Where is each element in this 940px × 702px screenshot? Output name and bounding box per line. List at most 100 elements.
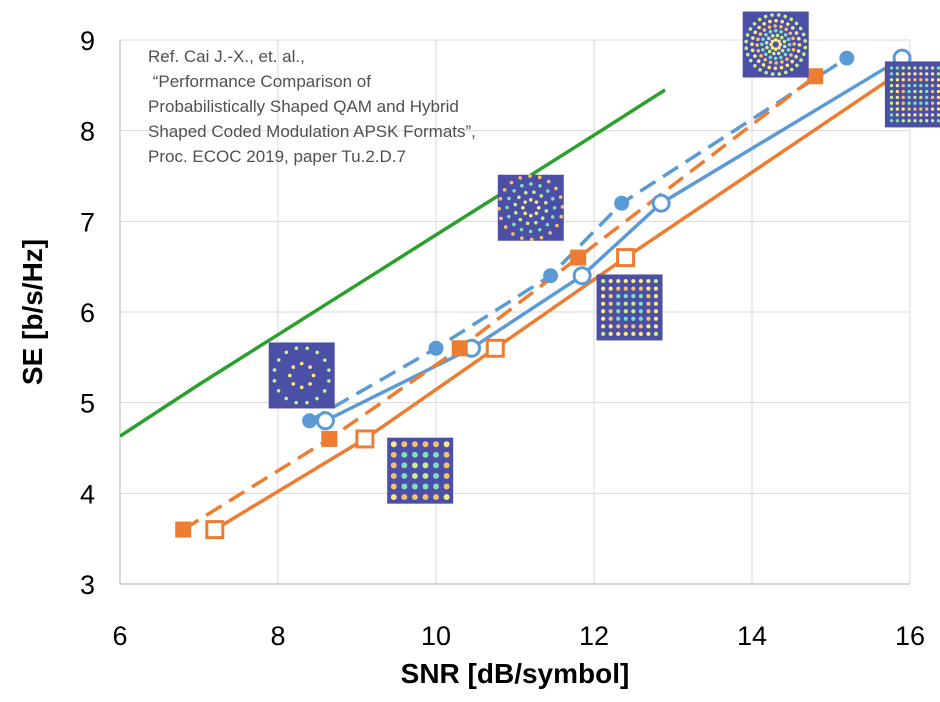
constellation-point (529, 198, 533, 202)
constellation-point (786, 22, 790, 26)
constellation-point (507, 196, 511, 201)
constellation-point (653, 294, 659, 299)
constellation-point (930, 72, 935, 76)
y-tick-label: 4 (80, 479, 95, 509)
constellation-point (770, 72, 775, 76)
constellation-point (757, 17, 762, 22)
constellation-point (913, 95, 917, 99)
constellation-point (794, 54, 798, 59)
constellation-point (907, 101, 911, 105)
constellation-point (498, 197, 503, 201)
constellation-point (276, 388, 281, 393)
constellation-point (315, 396, 319, 401)
constellation-point (422, 451, 429, 458)
data-point-s3-4 (807, 68, 824, 85)
constellation-point (616, 316, 621, 321)
data-point-s4-0 (205, 520, 225, 540)
constellation-point (538, 184, 542, 188)
constellation-point (272, 368, 277, 372)
constellation-point (646, 278, 651, 284)
constellation-point (631, 294, 636, 299)
constellation-point (433, 483, 439, 490)
constellation-point (779, 65, 784, 70)
constellation-point (919, 72, 923, 76)
constellation-point (761, 37, 765, 41)
constellation-point (763, 14, 768, 19)
constellation-point (305, 400, 309, 405)
constellation-point (272, 378, 277, 383)
constellation-point (638, 324, 643, 329)
constellation-point (497, 206, 501, 211)
constellation-point (631, 286, 636, 291)
constellation-point (936, 101, 940, 105)
constellation-point (930, 107, 935, 111)
constellation-point (907, 95, 911, 99)
constellation-point (769, 42, 773, 47)
constellation-point (616, 301, 621, 306)
x-tick-label: 10 (421, 621, 451, 651)
constellation-point (390, 483, 397, 490)
annotation-line-1: Ref. Cai J.-X., et. al., (148, 47, 305, 66)
constellation-point (919, 89, 923, 94)
constellation-point (783, 52, 788, 57)
constellation-point (774, 61, 779, 65)
constellation-point (889, 78, 894, 82)
constellation-point (390, 472, 397, 479)
constellation-insets (268, 11, 940, 504)
constellation-point (608, 331, 613, 336)
y-tick-label: 7 (80, 207, 95, 237)
constellation-point (930, 113, 935, 117)
constellation-point (294, 400, 298, 405)
constellation-point (768, 19, 772, 24)
constellation-point (770, 39, 775, 44)
series-line-0 (120, 88, 667, 438)
constellation-point (777, 72, 782, 76)
constellation-point (327, 368, 331, 372)
annotation-line-2: “Performance Comparison of (148, 72, 371, 91)
constellation-point (753, 54, 757, 58)
constellation-point (616, 331, 621, 336)
constellation-inset-0 (268, 342, 335, 409)
constellation-point (913, 66, 917, 70)
constellation-point (506, 214, 511, 219)
constellation-point (895, 95, 900, 99)
constellation-point (919, 113, 923, 117)
constellation-point (756, 59, 761, 63)
constellation-point (616, 278, 621, 284)
constellation-point (616, 294, 621, 299)
constellation-point (758, 32, 763, 36)
constellation-point (895, 89, 900, 94)
constellation-point (780, 60, 784, 64)
constellation-point (780, 35, 784, 40)
constellation-point (623, 294, 628, 299)
constellation-point (795, 63, 799, 68)
data-point-s2-2 (572, 266, 592, 286)
constellation-point (913, 83, 917, 88)
constellation-point (299, 385, 304, 390)
constellation-point (907, 107, 911, 111)
constellation-point (756, 37, 760, 42)
constellation-point (930, 83, 935, 88)
data-point-s4-3 (616, 248, 636, 268)
constellation-point (646, 331, 651, 336)
x-tick-label: 16 (895, 621, 925, 651)
constellation-point (794, 31, 799, 35)
constellation-point (925, 78, 929, 82)
constellation-point (601, 309, 606, 314)
constellation-point (773, 66, 778, 71)
constellation-point (901, 83, 905, 88)
constellation-point (401, 494, 408, 501)
constellation-point (523, 200, 527, 204)
constellation-point (523, 190, 528, 195)
constellation-point (411, 451, 418, 458)
constellation-point (653, 286, 659, 291)
constellation-inset-5 (884, 61, 940, 128)
constellation-point (767, 65, 772, 70)
constellation-point (930, 89, 935, 94)
constellation-point (756, 48, 761, 53)
y-tick-label: 5 (80, 389, 95, 419)
constellation-point (759, 54, 763, 58)
constellation-point (513, 210, 518, 215)
constellation-point (608, 324, 613, 329)
constellation-point (308, 365, 312, 369)
